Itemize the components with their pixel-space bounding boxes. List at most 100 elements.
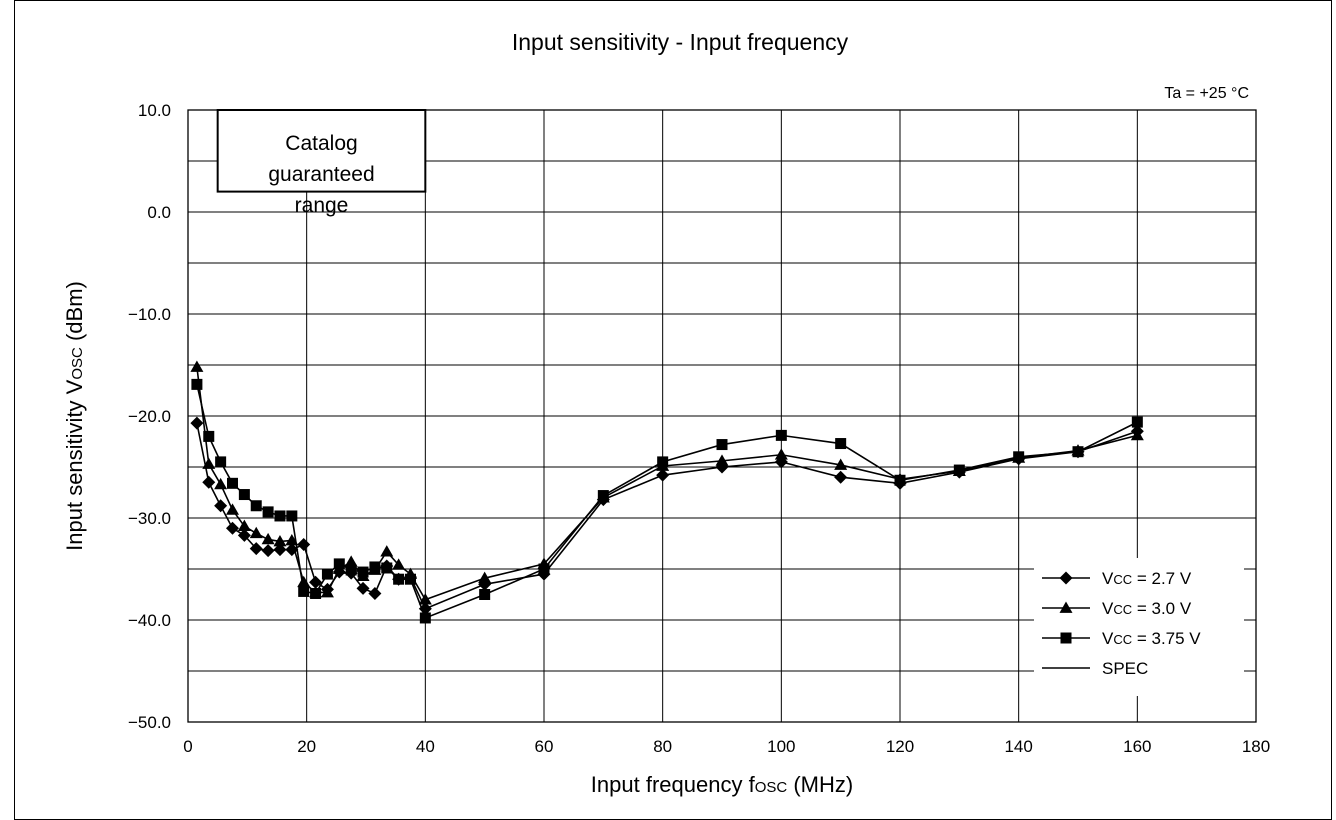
x-tick-label: 180 <box>1242 737 1270 756</box>
legend-label: VCC = 2.7 V <box>1102 569 1192 588</box>
chart-title: Input sensitivity - Input frequency <box>512 29 849 55</box>
data-point <box>716 439 728 451</box>
data-point <box>215 456 227 468</box>
data-point <box>333 558 345 570</box>
data-point <box>310 587 322 599</box>
legend-label: VCC = 3.75 V <box>1102 629 1201 648</box>
data-point <box>834 470 848 484</box>
data-point <box>190 360 204 372</box>
data-point <box>203 430 215 442</box>
y-axis-label: Input sensitivity VOSC (dBm) <box>62 281 87 551</box>
data-point <box>344 555 358 567</box>
data-point <box>261 544 275 558</box>
data-point <box>249 526 263 539</box>
data-point <box>356 581 370 595</box>
data-point <box>297 538 311 552</box>
data-point <box>715 454 729 466</box>
data-point <box>357 566 369 578</box>
data-point <box>478 571 492 584</box>
data-point <box>368 586 382 600</box>
data-point <box>597 490 609 502</box>
legend-label: SPEC <box>1102 659 1148 678</box>
x-tick-label: 0 <box>183 737 192 756</box>
data-point <box>418 602 432 616</box>
legend-marker <box>1060 632 1072 644</box>
x-axis-label: Input frequency fOSC (MHz) <box>591 772 853 797</box>
data-point <box>249 542 263 556</box>
legend-label: VCC = 3.0 V <box>1102 599 1192 618</box>
data-point <box>538 563 550 575</box>
data-point <box>274 510 286 522</box>
data-point <box>775 429 787 441</box>
data-point <box>321 568 333 580</box>
y-tick-label: −30.0 <box>128 509 171 528</box>
data-point <box>479 589 491 600</box>
data-point <box>262 506 274 518</box>
data-point <box>835 438 847 450</box>
data-point <box>392 558 406 570</box>
data-point <box>226 503 239 515</box>
data-point <box>894 474 906 486</box>
data-point <box>214 499 228 513</box>
x-tick-label: 140 <box>1004 737 1032 756</box>
data-point <box>418 593 432 605</box>
data-point <box>380 545 394 557</box>
data-point <box>238 489 250 501</box>
data-point <box>227 477 238 489</box>
data-point <box>1072 446 1084 458</box>
x-tick-label: 80 <box>653 737 672 756</box>
x-tick-label: 20 <box>297 737 316 756</box>
temperature-annotation: Ta = +25 °C <box>1164 85 1249 102</box>
data-point <box>405 573 416 585</box>
data-point <box>261 532 275 545</box>
x-tick-label: 100 <box>767 737 795 756</box>
data-point <box>1130 428 1144 441</box>
x-tick-label: 60 <box>535 737 554 756</box>
guaranteed-range-label: Catalog <box>285 132 357 155</box>
legend-marker <box>1059 571 1073 585</box>
data-point <box>286 510 298 522</box>
data-point <box>285 533 299 546</box>
data-point <box>345 564 357 576</box>
data-point <box>273 534 287 547</box>
data-point <box>657 456 669 468</box>
guaranteed-range-label: guaranteed <box>268 163 374 186</box>
data-point <box>656 468 670 482</box>
y-tick-label: −10.0 <box>128 305 171 324</box>
data-point <box>190 416 204 430</box>
y-tick-label: −50.0 <box>128 713 171 732</box>
data-point <box>774 448 788 460</box>
series-square <box>191 378 1143 624</box>
data-point <box>250 500 262 512</box>
data-point <box>273 543 287 557</box>
data-point <box>419 612 431 624</box>
y-tick-label: 0.0 <box>147 203 171 222</box>
guaranteed-range-label: range <box>295 194 349 217</box>
legend: VCC = 2.7 V VCC = 3.0 V VCC = 3.75 V SPEC <box>1034 558 1244 696</box>
x-tick-label: 120 <box>886 737 914 756</box>
x-tick-label: 40 <box>416 737 435 756</box>
plot-border <box>187 109 1257 723</box>
data-point <box>297 575 311 588</box>
data-point <box>381 562 393 574</box>
data-point <box>1013 451 1025 463</box>
data-point <box>309 575 323 589</box>
data-point <box>191 378 203 390</box>
data-point <box>214 477 228 490</box>
data-point <box>320 585 334 598</box>
data-point <box>237 519 251 532</box>
data-point <box>237 528 251 542</box>
data-point <box>393 573 405 585</box>
legend-marker <box>1059 601 1073 613</box>
y-tick-label: −40.0 <box>128 611 171 630</box>
data-point <box>226 521 239 535</box>
data-point <box>369 561 381 573</box>
guaranteed-range-box <box>216 109 427 193</box>
y-tick-label: 10.0 <box>138 101 171 120</box>
data-point <box>202 475 216 489</box>
data-point <box>202 457 216 469</box>
y-tick-label: −20.0 <box>128 407 171 426</box>
data-point <box>298 585 310 597</box>
x-tick-label: 160 <box>1123 737 1151 756</box>
